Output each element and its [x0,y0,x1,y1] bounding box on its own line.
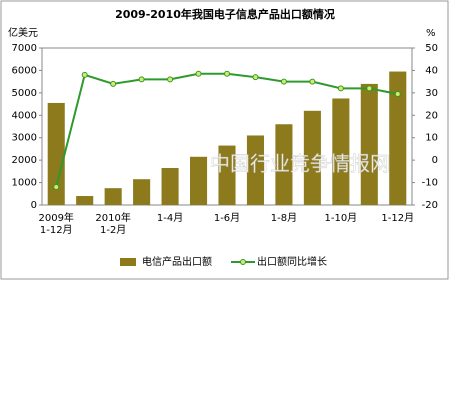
y-tick-label: 1000 [12,178,37,189]
watermark: 中国行业竞争情报网 [210,152,390,176]
y2-tick-label: 30 [425,88,438,99]
bar [47,102,65,205]
line-marker [138,76,145,83]
bar [275,124,293,205]
y2-tick-label: 0 [432,155,438,166]
y2-tick-label: -20 [422,200,438,211]
y-tick-label: 5000 [12,88,37,99]
legend-marker [240,259,246,265]
y-tick-label: 0 [31,200,37,211]
x-tick-label: 1-6月 [213,213,241,224]
bar [133,179,151,205]
x-tick-label: 2010年1-2月 [95,213,131,236]
bar [246,135,264,205]
y-tick-label: 3000 [12,133,37,144]
line-marker [53,184,60,191]
x-tick-label: 1-10月 [324,213,358,224]
y-tick-label: 2000 [12,155,37,166]
x-tick-label: 1-8月 [270,213,298,224]
bar [389,71,407,205]
line-marker [280,78,287,85]
bar [104,188,122,205]
line-marker [224,70,230,77]
bar [332,98,350,205]
line-marker [195,70,202,77]
line-marker [366,85,373,92]
bar [76,196,94,205]
bar [190,156,208,205]
x-tick-label: 1-4月 [156,213,184,224]
y2-tick-label: -10 [422,178,438,189]
line-marker [309,78,316,85]
bar [303,110,321,205]
line-marker [110,80,117,87]
y-tick-label: 7000 [12,43,37,54]
line-marker [81,71,88,78]
y2-tick-label: 10 [425,133,438,144]
y2-tick-label: 40 [425,65,438,76]
x-tick-label: 2009年1-12月 [38,213,74,236]
bar [161,167,179,205]
legend-label: 电信产品出口额 [142,255,212,268]
y-tick-label: 4000 [12,110,37,121]
line-marker [337,85,344,92]
y2-tick-label: 20 [425,110,438,121]
line-marker [394,90,401,97]
bar [218,145,236,205]
bar [360,83,378,205]
line-marker [252,74,259,81]
chart-title: 2009-2010年我国电子信息产品出口额情况 [115,7,335,21]
line-marker [167,76,174,83]
y-tick-label: 6000 [12,65,37,76]
legend-swatch [120,258,136,266]
y2-tick-label: 50 [425,43,438,54]
x-tick-label: 1-12月 [381,213,415,224]
y2-axis-title: % [426,28,436,39]
legend-label: 出口额同比增长 [257,255,327,268]
y-axis-title: 亿美元 [8,26,38,39]
